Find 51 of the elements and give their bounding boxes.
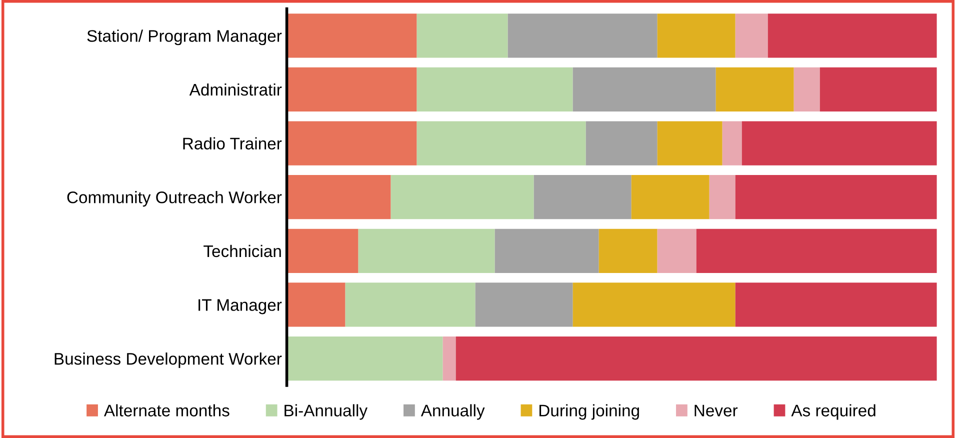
y-tick-label: Station/ Program Manager (87, 30, 282, 46)
legend-label: Alternate months (104, 404, 230, 416)
bar (768, 14, 937, 58)
bar (657, 14, 736, 58)
bar (286, 67, 417, 112)
bar (534, 175, 632, 220)
bar (286, 14, 417, 58)
legend-label: During joining (540, 404, 639, 420)
legend-label: Bi-Annually (284, 404, 368, 420)
y-tick-label: Radio Trainer (183, 137, 282, 150)
y-tick-label: Technician (204, 244, 281, 258)
bar (345, 282, 476, 327)
bar (696, 228, 937, 273)
bar (735, 282, 937, 327)
bar (735, 14, 768, 58)
bar (657, 121, 722, 166)
bar (286, 282, 346, 327)
bar (586, 121, 658, 166)
bar (416, 67, 573, 112)
bar (794, 67, 820, 112)
bar (416, 121, 586, 166)
bar (494, 228, 599, 273)
bar (598, 228, 658, 273)
bar (286, 121, 417, 166)
bar (442, 336, 456, 381)
bar (358, 228, 495, 273)
bar (735, 175, 937, 220)
bar (286, 336, 443, 381)
bar (390, 175, 534, 220)
bar (709, 175, 736, 220)
y-tick-label: Community Outreach Worker (67, 191, 282, 207)
legend-label: As required (791, 404, 876, 420)
bar (416, 14, 508, 58)
bar (508, 14, 658, 58)
bar (820, 67, 937, 112)
bar (286, 228, 358, 273)
bar (742, 121, 937, 166)
bar (572, 67, 716, 112)
bar (716, 67, 794, 112)
legend-label: Never (694, 404, 738, 416)
bar (657, 228, 696, 273)
y-tick-label: Administratir (189, 83, 282, 96)
y-tick-label: IT Manager (198, 299, 282, 314)
bar (475, 282, 573, 327)
bar (631, 175, 710, 220)
bar (286, 175, 391, 220)
bar (456, 336, 937, 381)
bar (722, 121, 742, 166)
legend-label: Annually (420, 404, 485, 420)
y-tick-label: Business Development Worker (54, 352, 282, 368)
bar (572, 282, 736, 327)
